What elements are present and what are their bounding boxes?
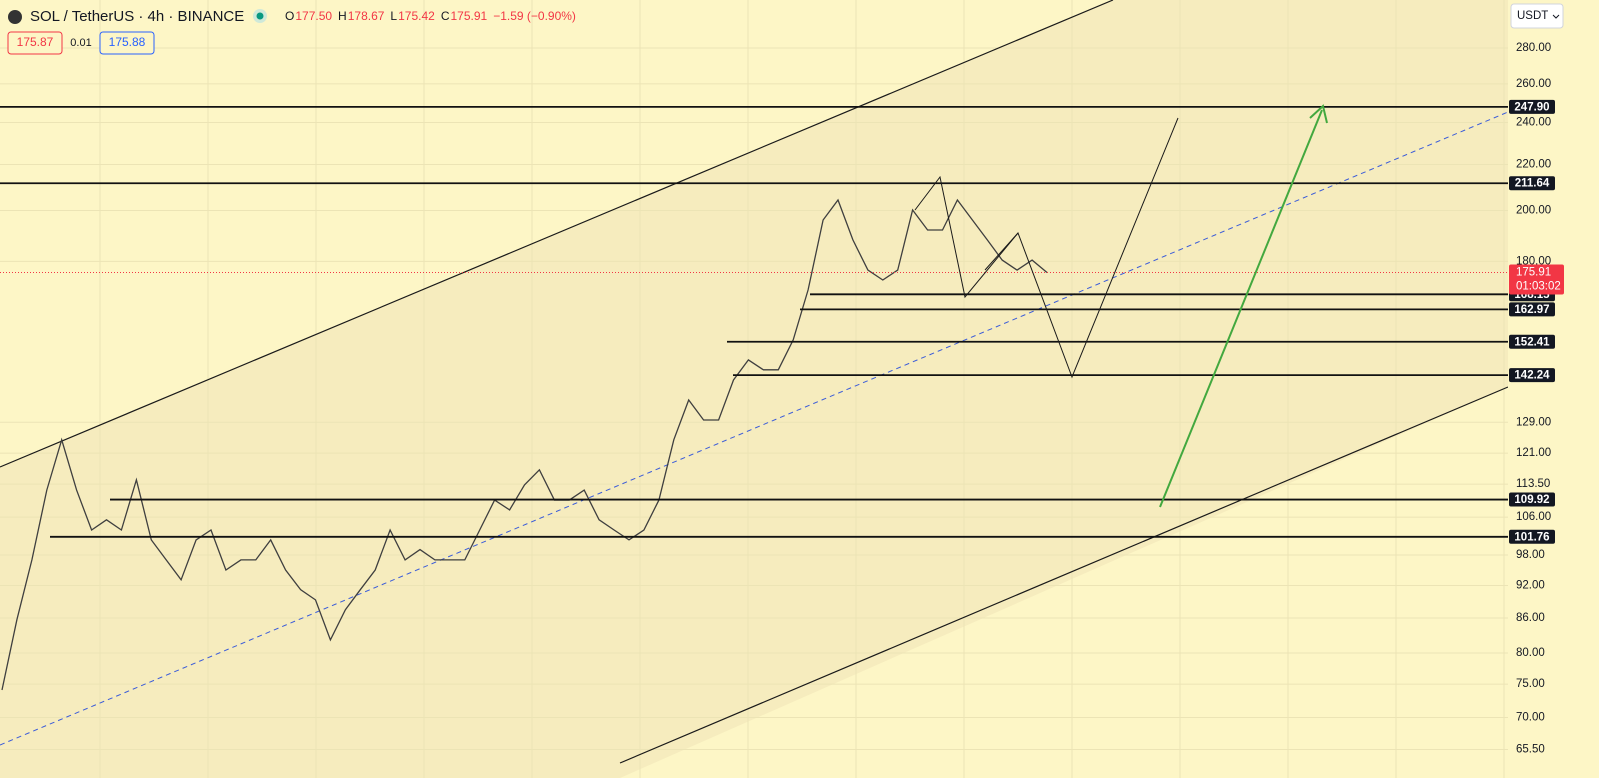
target-arrowhead bbox=[1309, 104, 1328, 124]
price-axis-labels: 280.00 260.00 240.00 220.00 200.00 180.00 129.… bbox=[1509, 42, 1564, 756]
y-tick-label: 260.00 bbox=[1516, 78, 1551, 90]
ohlc-value: 177.50 bbox=[295, 9, 332, 23]
ohlc: O 177.50 H 178.67 L 175.42 C 175.91 −1.59 (−0.90… bbox=[285, 9, 576, 23]
y-tick-label: 180.00 bbox=[1516, 255, 1551, 267]
channel-midline bbox=[0, 111, 1509, 746]
level-box bbox=[1509, 492, 1555, 507]
last-price-box bbox=[1509, 264, 1564, 295]
target-arrow bbox=[1159, 109, 1323, 508]
level-box bbox=[1509, 529, 1555, 544]
level-box bbox=[1509, 368, 1555, 383]
last-price-label: 175.91 bbox=[1516, 267, 1551, 279]
price-line bbox=[1, 198, 1048, 691]
level-box bbox=[1509, 302, 1555, 317]
y-tick-label: 92.00 bbox=[1516, 580, 1545, 592]
symbol-icon bbox=[8, 10, 22, 24]
spread: 0.01 bbox=[70, 37, 91, 49]
level-label: 211.64 bbox=[1515, 178, 1550, 190]
projection-path bbox=[914, 117, 1179, 379]
y-tick-label: 280.00 bbox=[1516, 42, 1551, 54]
level-label: 109.92 bbox=[1514, 494, 1549, 506]
dropdown-caret bbox=[1552, 14, 1560, 19]
level-label: 142.24 bbox=[1514, 370, 1550, 382]
pattern-line bbox=[984, 232, 1019, 271]
ohlc-key: H bbox=[338, 9, 347, 23]
currency-select[interactable] bbox=[1510, 3, 1564, 29]
y-tick-label: 113.50 bbox=[1516, 478, 1550, 490]
channel-fill bbox=[0, 0, 1508, 778]
ask: 175.88 bbox=[109, 35, 146, 49]
level-label: 152.41 bbox=[1514, 336, 1550, 348]
currency: USDT bbox=[1517, 10, 1548, 22]
level-box bbox=[1509, 176, 1555, 191]
y-tick-label: 98.00 bbox=[1516, 549, 1545, 561]
channel-upper bbox=[0, 0, 1114, 468]
y-tick-label: 129.00 bbox=[1516, 416, 1551, 428]
ohlc-value: 175.42 bbox=[398, 9, 435, 23]
y-tick-label: 70.00 bbox=[1516, 711, 1545, 723]
ohlc-key: L bbox=[390, 9, 397, 23]
status-dot bbox=[256, 12, 264, 20]
y-tick-label: 200.00 bbox=[1516, 205, 1551, 217]
level-label: 247.90 bbox=[1514, 101, 1549, 113]
level-box bbox=[1509, 99, 1555, 114]
symbol: SOL / TetherUS · 4h · BINANCE bbox=[30, 8, 244, 25]
plot bbox=[0, 105, 1508, 691]
level-label: 162.97 bbox=[1514, 304, 1549, 316]
bid: 175.87 bbox=[17, 35, 54, 49]
ohlc-value: 178.67 bbox=[348, 9, 385, 23]
channel-lower bbox=[619, 386, 1509, 764]
bid-box[interactable] bbox=[7, 31, 63, 55]
y-tick-label: 86.00 bbox=[1516, 612, 1545, 624]
ohlc-key: O bbox=[285, 9, 294, 23]
countdown: 01:03:02 bbox=[1516, 281, 1561, 293]
grid bbox=[0, 0, 1508, 778]
ohlc-value: 175.91 bbox=[450, 9, 487, 23]
y-tick-label: 240.00 bbox=[1516, 117, 1551, 129]
y-tick-label: 75.00 bbox=[1516, 678, 1545, 690]
y-tick-label: 80.00 bbox=[1516, 647, 1545, 659]
ohlc-key: C bbox=[441, 9, 450, 23]
y-tick-label: 121.00 bbox=[1516, 447, 1551, 459]
ask-box[interactable] bbox=[99, 31, 155, 55]
price-axis bbox=[1508, 0, 1599, 778]
y-tick-label: 106.00 bbox=[1516, 511, 1551, 523]
change: −1.59 (−0.90%) bbox=[493, 9, 576, 23]
y-tick-label: 65.50 bbox=[1516, 744, 1545, 756]
level-box bbox=[1509, 334, 1555, 349]
y-tick-label: 220.00 bbox=[1516, 159, 1551, 171]
level-label: 101.76 bbox=[1514, 531, 1549, 543]
